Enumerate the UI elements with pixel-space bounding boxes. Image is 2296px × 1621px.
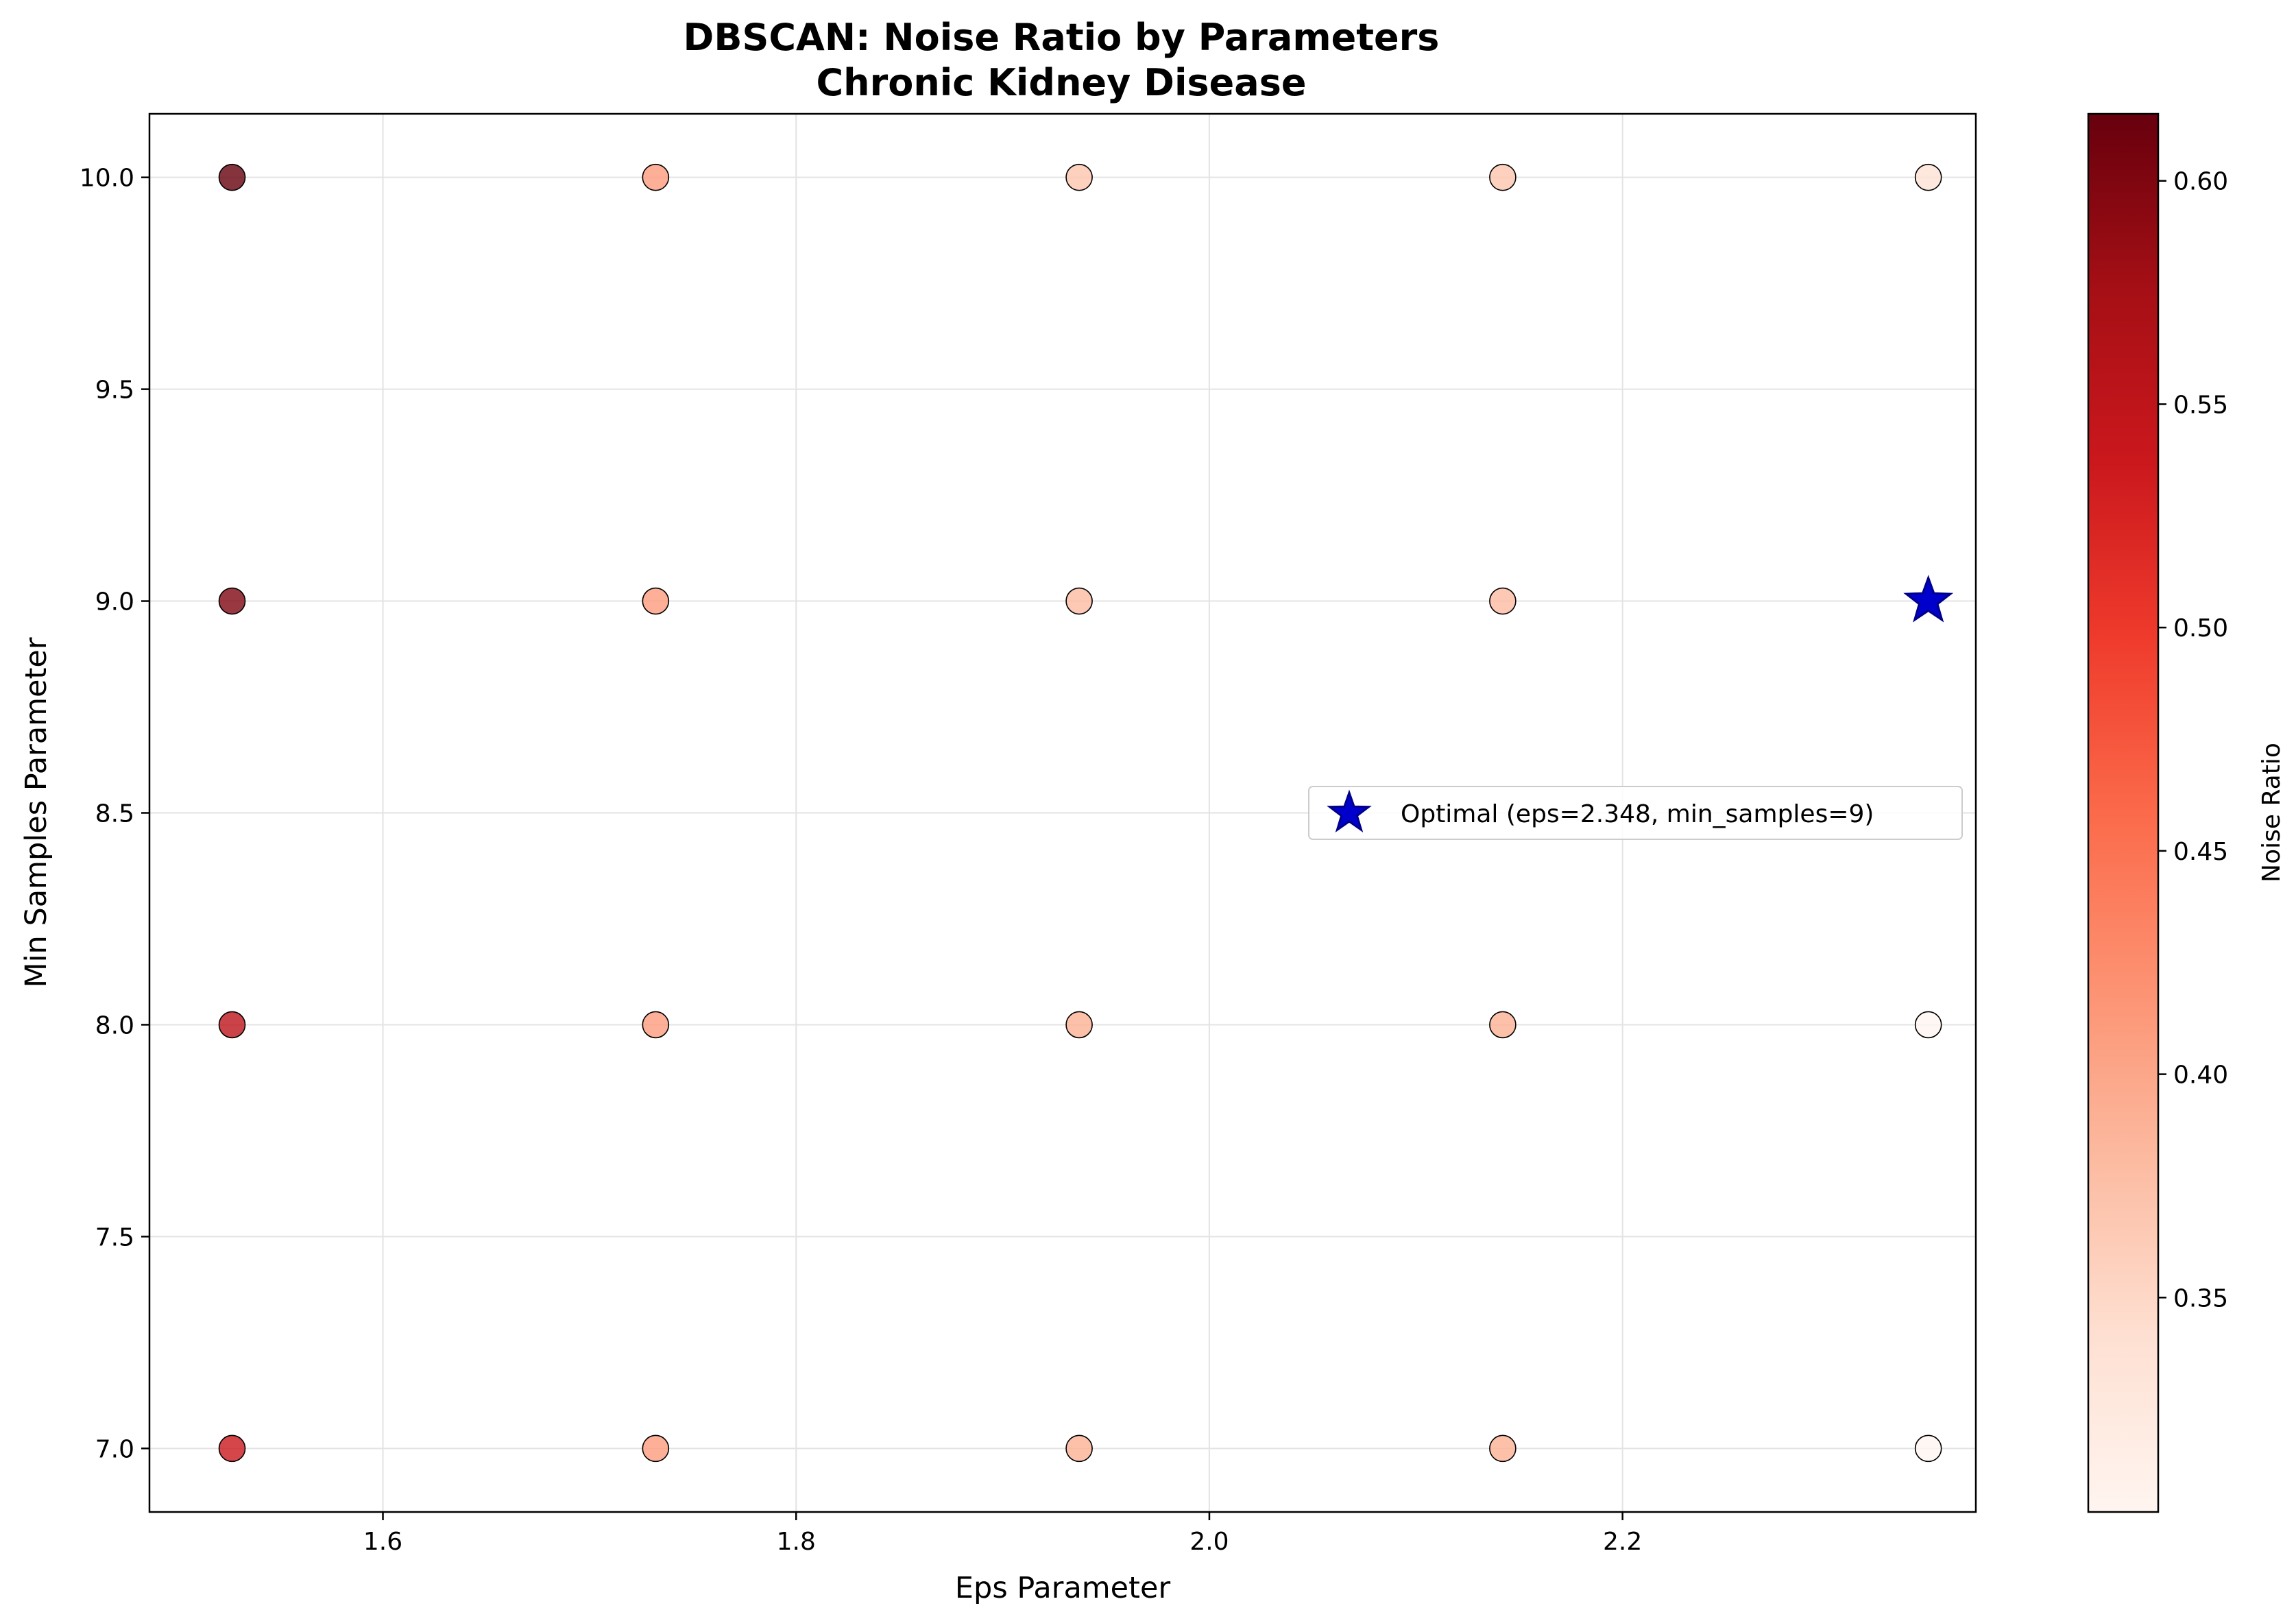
data-point (642, 163, 670, 191)
y-tick-label: 9.5 (95, 376, 134, 405)
colorbar-tick-label: 0.35 (2173, 1284, 2228, 1312)
legend-star-icon (1327, 789, 1372, 833)
x-axis-label: Eps Parameter (955, 1571, 1171, 1605)
chart-subtitle: Chronic Kidney Disease (817, 61, 1307, 104)
colorbar-tick-label: 0.45 (2173, 838, 2228, 866)
data-point (218, 163, 246, 191)
y-tick-label: 9.0 (95, 588, 134, 616)
data-point (218, 1011, 246, 1039)
data-point (218, 587, 246, 615)
data-point (1914, 163, 1942, 191)
data-points (218, 163, 1942, 1463)
data-point (1065, 163, 1093, 191)
data-point (1065, 1011, 1093, 1039)
y-tick-label: 8.5 (95, 800, 134, 828)
y-axis-ticks: 7.0 7.5 8.0 8.5 9.0 9.5 10.0 (80, 165, 149, 1463)
y-axis-label: Min Samples Parameter (19, 637, 53, 987)
data-point (218, 1434, 246, 1463)
x-tick-label: 1.6 (363, 1528, 402, 1556)
data-point (1065, 587, 1093, 615)
colorbar-tick-label: 0.40 (2173, 1061, 2228, 1090)
optimal-star-marker (1903, 575, 1954, 623)
x-tick-label: 1.8 (777, 1528, 816, 1556)
data-point (1489, 163, 1516, 191)
legend: Optimal (eps=2.348, min_samples=9) (1308, 786, 1963, 840)
colorbar-tick-label: 0.55 (2173, 391, 2228, 419)
legend-entry-optimal: Optimal (eps=2.348, min_samples=9) (1401, 800, 1874, 828)
data-point (1914, 1434, 1942, 1463)
y-tick-label: 7.0 (95, 1435, 134, 1463)
data-point (642, 1011, 670, 1039)
optimal-marker-group (1903, 575, 1954, 623)
colorbar-tick-label: 0.60 (2173, 168, 2228, 196)
colorbar-tick-label: 0.50 (2173, 614, 2228, 643)
y-tick-label: 10.0 (80, 165, 134, 193)
data-point (1914, 1011, 1942, 1039)
data-point (1065, 1434, 1093, 1463)
colorbar-ticks: 0.35 0.40 0.45 0.50 0.55 0.60 (2158, 168, 2228, 1312)
x-axis-ticks: 1.6 1.8 2.0 2.2 (363, 1512, 1642, 1556)
data-point (1489, 1011, 1516, 1039)
chart-title: DBSCAN: Noise Ratio by Parameters (684, 16, 1440, 59)
data-point (642, 1434, 670, 1463)
data-point (1489, 587, 1516, 615)
data-point (1489, 1434, 1516, 1463)
y-tick-label: 7.5 (95, 1223, 134, 1251)
data-point (642, 587, 670, 615)
x-tick-label: 2.0 (1189, 1528, 1229, 1556)
x-tick-label: 2.2 (1603, 1528, 1642, 1556)
legend-box (1308, 786, 1963, 840)
colorbar-label: Noise Ratio (2258, 743, 2286, 882)
grid-lines (149, 114, 1976, 1512)
y-tick-label: 8.0 (95, 1011, 134, 1040)
colorbar (2087, 112, 2160, 1513)
